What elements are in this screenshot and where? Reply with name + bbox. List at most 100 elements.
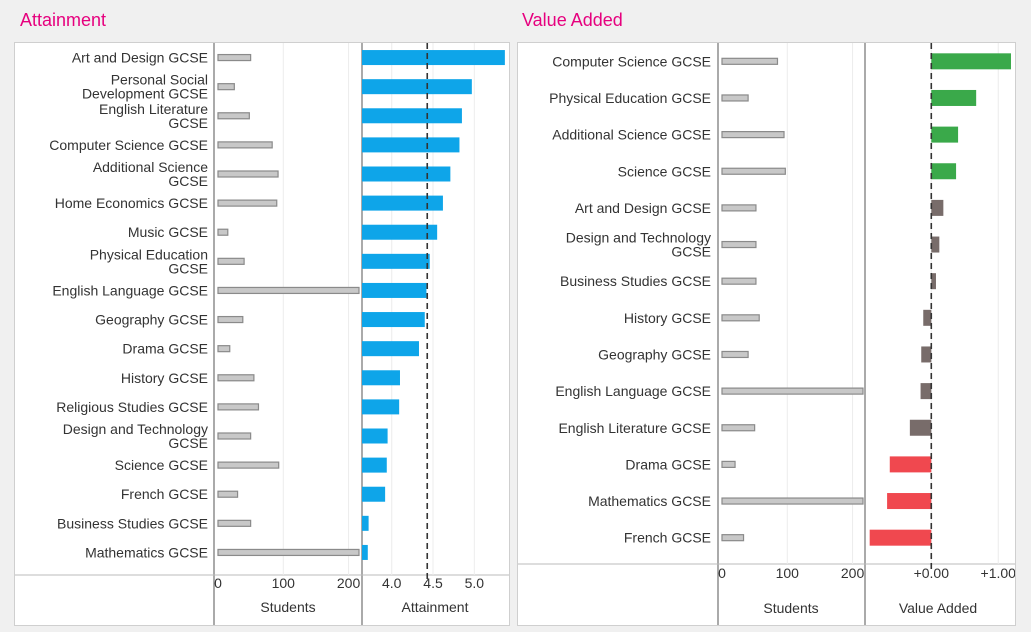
attainment-title: Attainment <box>20 10 107 30</box>
metric-bar <box>909 419 932 436</box>
category-label: Personal Social <box>111 72 208 88</box>
category-label: English Language GCSE <box>52 282 208 298</box>
category-label: English Literature <box>99 101 208 117</box>
metric-bar <box>362 282 427 298</box>
students-bar <box>721 387 864 395</box>
metric-bar <box>923 309 932 326</box>
students-tick-label: 100 <box>272 575 296 591</box>
metric-bar <box>869 529 932 546</box>
students-axis-title: Students <box>763 600 818 616</box>
category-label: Mathematics GCSE <box>85 544 208 560</box>
value-added-title: Value Added <box>522 10 623 30</box>
value-added-chart: Computer Science GCSE Physical Education … <box>518 37 1016 625</box>
metric-bar <box>931 236 940 253</box>
metric-axis-title: Attainment <box>402 599 469 615</box>
category-label: Physical Education GCSE <box>549 90 711 106</box>
metric-bar <box>362 399 400 415</box>
category-label: Mathematics GCSE <box>588 493 711 509</box>
category-label: French GCSE <box>121 486 208 502</box>
students-bar <box>217 519 252 527</box>
students-bar <box>217 548 360 557</box>
metric-bar <box>362 253 430 269</box>
category-label: Physical Education <box>90 246 208 262</box>
category-label: Business Studies GCSE <box>560 273 711 289</box>
students-bar <box>721 167 786 175</box>
students-axis-title: Students <box>260 599 315 615</box>
category-label: Art and Design GCSE <box>72 50 208 66</box>
metric-bar <box>931 273 936 290</box>
students-bar <box>217 315 244 324</box>
students-bar <box>217 83 235 91</box>
students-bar <box>217 53 252 62</box>
category-label: Geography GCSE <box>598 346 711 362</box>
students-bar <box>721 497 864 505</box>
metric-bar <box>362 312 425 328</box>
metric-bar <box>920 383 932 400</box>
category-label: Additional Science GCSE <box>552 127 711 143</box>
category-label: Drama GCSE <box>122 341 208 357</box>
students-bar <box>217 490 239 498</box>
students-bar <box>217 228 229 236</box>
students-bar <box>721 204 757 212</box>
category-label: English Literature GCSE <box>558 420 711 436</box>
metric-bar <box>889 456 932 473</box>
metric-tick-label: 4.0 <box>382 575 402 591</box>
category-label: GCSE <box>168 115 208 131</box>
students-bar <box>721 277 757 285</box>
students-tick-label: 200 <box>337 575 361 591</box>
students-bar <box>721 424 756 432</box>
metric-bar <box>362 515 369 531</box>
category-label: Computer Science GCSE <box>49 137 208 153</box>
category-label: Science GCSE <box>115 457 208 473</box>
metric-bar <box>931 89 977 106</box>
students-bar <box>721 94 749 102</box>
metric-bar <box>362 224 438 240</box>
category-label: GCSE <box>168 260 208 276</box>
students-tick-label: 0 <box>214 575 222 591</box>
category-label: History GCSE <box>624 310 711 326</box>
students-bar <box>217 403 260 411</box>
metric-bar <box>362 544 368 560</box>
category-label: History GCSE <box>121 370 208 386</box>
metric-tick-label: +0.00 <box>914 565 950 581</box>
metric-tick-label: +1.00 <box>981 565 1015 581</box>
metric-tick-label: 4.5 <box>423 575 443 591</box>
students-bar <box>217 374 255 382</box>
category-label: Development GCSE <box>82 86 208 102</box>
category-label: GCSE <box>671 244 711 260</box>
value-added-panel: Computer Science GCSE Physical Education … <box>517 37 1016 626</box>
category-label: Home Economics GCSE <box>55 195 208 211</box>
category-label: Design and Technology <box>566 230 711 246</box>
metric-tick-label: 5.0 <box>465 575 485 591</box>
students-bar <box>721 350 749 359</box>
students-bar <box>217 461 280 469</box>
students-bar <box>721 534 745 542</box>
metric-bar <box>362 50 505 66</box>
metric-bar <box>362 137 460 153</box>
attainment-chart: Art and Design GCSE Personal SocialDevelo… <box>15 37 509 625</box>
category-label: GCSE <box>168 435 208 451</box>
category-label: Religious Studies GCSE <box>56 399 208 415</box>
metric-bar <box>362 370 400 386</box>
metric-bar <box>362 195 443 211</box>
students-bar <box>217 112 250 120</box>
students-bar <box>217 257 245 265</box>
category-label: GCSE <box>168 173 208 189</box>
students-bar <box>217 199 278 207</box>
metric-bar <box>362 166 451 182</box>
metric-bar <box>931 163 957 180</box>
metric-bar <box>931 53 1011 70</box>
category-label: Science GCSE <box>618 163 711 179</box>
students-bar <box>217 432 252 440</box>
metric-bar <box>362 486 386 502</box>
students-tick-label: 200 <box>841 565 865 581</box>
category-label: Business Studies GCSE <box>57 515 208 531</box>
students-bar <box>721 314 760 322</box>
metric-bar <box>362 457 387 473</box>
category-label: Additional Science <box>93 159 208 175</box>
category-label: Design and Technology <box>63 421 208 437</box>
category-label: Computer Science GCSE <box>552 53 711 69</box>
metric-bar <box>887 493 932 510</box>
metric-axis-title: Value Added <box>899 600 977 616</box>
